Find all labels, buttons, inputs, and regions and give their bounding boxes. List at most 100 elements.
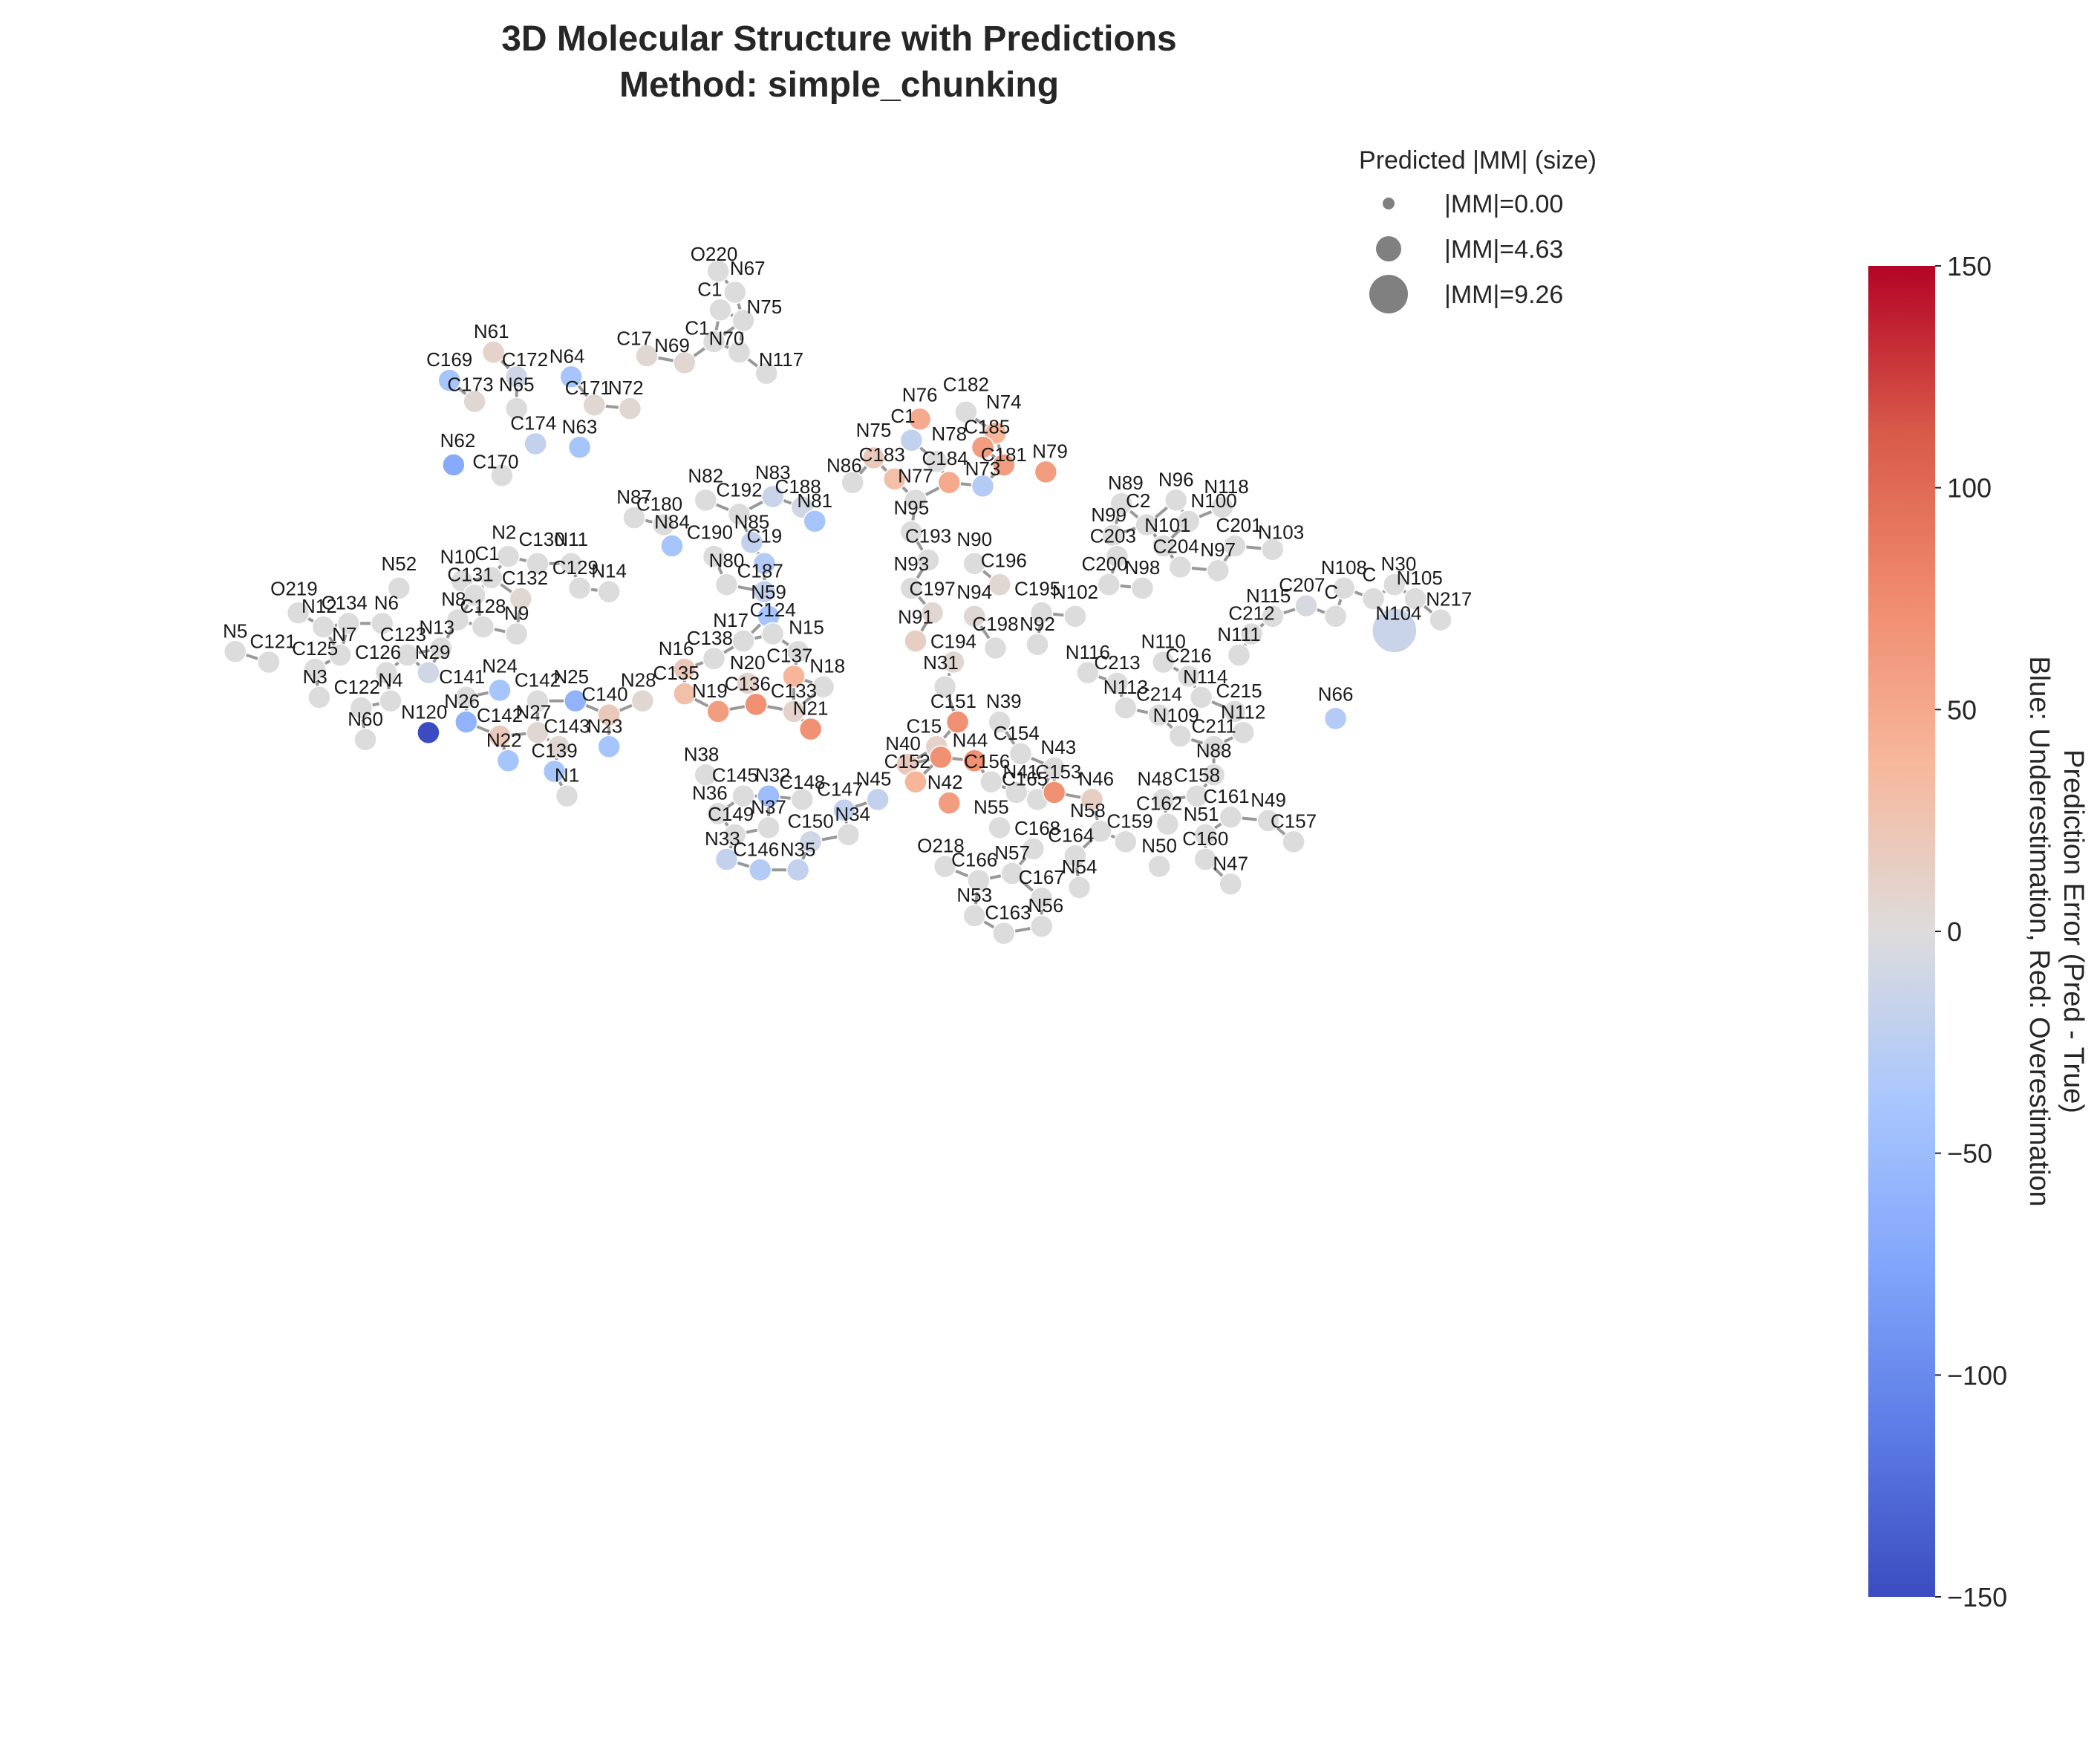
atom-label: N16: [659, 637, 694, 660]
atom-label: N110: [1141, 631, 1186, 653]
atom-point: [395, 643, 420, 667]
size-legend: Predicted |MM| (size) |MM|=0.00 |MM|=4.63…: [1359, 146, 1597, 313]
atom-label: N50: [1141, 835, 1177, 857]
atom-point: [349, 696, 374, 720]
atom-label: C151: [930, 690, 976, 712]
atom-label: N13: [419, 616, 454, 639]
atom-point: [496, 749, 521, 773]
atom-point: [925, 449, 949, 473]
atom-label: N55: [974, 795, 1009, 818]
atom-label: C1: [890, 405, 915, 427]
atom-point: [1361, 587, 1386, 611]
atom-label: N89: [1108, 472, 1144, 494]
atom-label: N23: [587, 715, 623, 737]
atom-label: N51: [1184, 803, 1219, 825]
atom-label: N52: [381, 553, 417, 575]
atom-label: N46: [1078, 767, 1114, 790]
atom-point: [748, 858, 772, 882]
atom-label: N21: [793, 697, 829, 720]
atom-point: [1029, 886, 1054, 910]
atom-label: N115: [1246, 585, 1291, 607]
atom-point: [1063, 844, 1087, 868]
atom-label: N76: [902, 384, 938, 406]
atom-label: C156: [964, 750, 1010, 772]
atom-label: C140: [581, 683, 627, 706]
atom-label: N105: [1397, 567, 1443, 589]
atom-label: N14: [591, 560, 627, 582]
atom-point: [660, 534, 684, 558]
atom-point: [1219, 872, 1242, 896]
atom-label: N108: [1321, 556, 1367, 579]
atom-point: [754, 361, 778, 385]
atom-point: [962, 605, 986, 628]
atom-label: N40: [885, 732, 921, 755]
atom-point: [1210, 495, 1234, 519]
atom-point: [899, 576, 924, 600]
atom-label: C: [1362, 563, 1376, 585]
atom-point: [1114, 696, 1138, 720]
atom-point: [559, 551, 583, 576]
atom-point: [945, 710, 970, 734]
atom-label: C192: [716, 479, 762, 501]
atom-label: C142: [477, 704, 523, 726]
atom-point: [446, 608, 470, 632]
atom-point: [1227, 643, 1251, 667]
atom-point: [1332, 576, 1356, 600]
atom-label: O220: [691, 243, 738, 265]
atom-point: [702, 330, 726, 354]
atom-label: C2: [1126, 489, 1150, 512]
atom-label: C158: [1174, 764, 1220, 787]
atom-label: N48: [1138, 767, 1173, 790]
atom-point: [559, 365, 583, 389]
atom-label: C163: [985, 902, 1031, 924]
atom-point: [882, 467, 907, 491]
chart-subtitle: Method: simple_chunking: [619, 65, 1059, 105]
atom-point: [757, 784, 780, 808]
atom-point: [442, 453, 466, 477]
atom-label: N102: [1052, 581, 1098, 603]
atom-label: C203: [1090, 524, 1136, 547]
atom-label: C123: [380, 623, 426, 645]
atom-point: [760, 484, 785, 509]
atom-point: [1201, 735, 1226, 759]
atom-label: N9: [504, 602, 529, 625]
atom-label: C216: [1166, 644, 1212, 666]
atom-point: [673, 682, 697, 706]
atom-label: N6: [374, 591, 399, 613]
atom-label: N53: [956, 884, 992, 906]
atom-label: N116: [1066, 641, 1110, 663]
atom-point: [471, 615, 495, 639]
atom-point: [564, 689, 587, 713]
atom-label: N87: [616, 486, 652, 508]
atom-point: [782, 700, 806, 723]
atom-point: [1034, 460, 1058, 484]
atom-label: C200: [1081, 553, 1127, 575]
atom-label: C168: [1014, 817, 1060, 839]
atom-point: [481, 340, 506, 364]
colorbar-tick-label: 0: [1947, 917, 1962, 947]
atom-label: N79: [1032, 440, 1068, 462]
atom-point: [597, 735, 621, 759]
atom-label: C136: [725, 672, 771, 694]
atom-label: N33: [705, 827, 740, 850]
atom-label: N84: [654, 510, 690, 533]
atom-point: [1021, 837, 1046, 861]
atom-label: C150: [788, 810, 834, 832]
atom-point: [1193, 847, 1218, 871]
atom-point: [740, 530, 764, 555]
atom-label: N73: [965, 458, 1001, 480]
atom-label: N24: [482, 655, 518, 677]
atom-point: [597, 703, 621, 727]
atom-point: [904, 769, 927, 794]
atom-label: O218: [917, 835, 965, 857]
atom-label: N117: [759, 348, 803, 371]
atom-label: C161: [1203, 785, 1249, 807]
atom-label: C193: [905, 524, 951, 547]
atom-point: [731, 784, 755, 808]
atom-point: [752, 579, 777, 604]
atom-point: [1130, 576, 1155, 600]
atom-label: C138: [687, 627, 733, 649]
atom-label: N58: [1070, 799, 1106, 821]
atom-label: C180: [636, 493, 682, 515]
